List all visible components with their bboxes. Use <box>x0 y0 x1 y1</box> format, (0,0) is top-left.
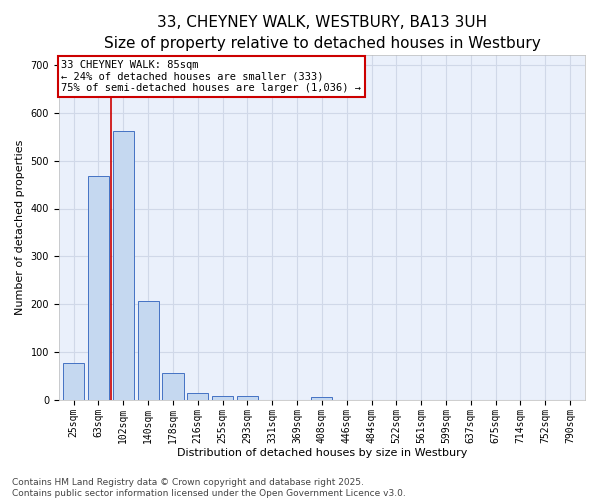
Text: 33 CHEYNEY WALK: 85sqm
← 24% of detached houses are smaller (333)
75% of semi-de: 33 CHEYNEY WALK: 85sqm ← 24% of detached… <box>61 60 361 94</box>
Bar <box>237 396 258 400</box>
X-axis label: Distribution of detached houses by size in Westbury: Distribution of detached houses by size … <box>177 448 467 458</box>
Title: 33, CHEYNEY WALK, WESTBURY, BA13 3UH
Size of property relative to detached house: 33, CHEYNEY WALK, WESTBURY, BA13 3UH Siz… <box>104 15 540 51</box>
Bar <box>88 176 109 400</box>
Bar <box>212 396 233 400</box>
Bar <box>311 396 332 400</box>
Text: Contains HM Land Registry data © Crown copyright and database right 2025.
Contai: Contains HM Land Registry data © Crown c… <box>12 478 406 498</box>
Bar <box>63 363 84 401</box>
Bar <box>163 373 184 400</box>
Bar <box>113 131 134 400</box>
Y-axis label: Number of detached properties: Number of detached properties <box>15 140 25 316</box>
Bar <box>187 393 208 400</box>
Bar <box>137 301 158 400</box>
